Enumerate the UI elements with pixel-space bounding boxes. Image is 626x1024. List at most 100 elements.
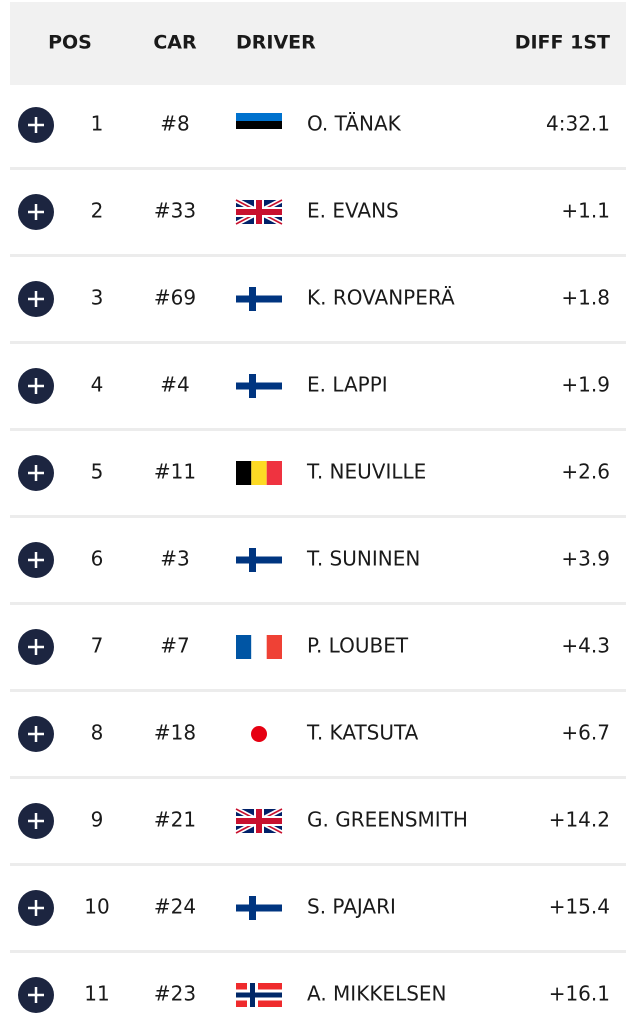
row-separator	[10, 515, 626, 518]
diff-first: +1.9	[561, 373, 610, 397]
plus-sign	[28, 639, 44, 655]
expand-button[interactable]	[18, 368, 54, 404]
car-number: #24	[154, 895, 196, 919]
plus-sign	[28, 726, 44, 742]
car-number: #33	[154, 199, 196, 223]
expand-button[interactable]	[18, 803, 54, 839]
flag-part	[236, 904, 282, 912]
car-number: #18	[154, 721, 196, 745]
row-separator	[10, 950, 626, 953]
driver-name: E. LAPPI	[307, 373, 388, 397]
flag-part	[236, 461, 252, 485]
plus-sign	[28, 291, 44, 307]
position: 2	[91, 199, 104, 223]
expand-button[interactable]	[18, 629, 54, 665]
car-number: #11	[154, 460, 196, 484]
driver-name: E. EVANS	[307, 199, 399, 223]
plus-sign	[28, 465, 44, 481]
diff-first: +3.9	[561, 547, 610, 571]
car-number: #21	[154, 808, 196, 832]
position: 5	[91, 460, 104, 484]
diff-first: +1.1	[561, 199, 610, 223]
driver-name: P. LOUBET	[307, 634, 409, 658]
driver-name: G. GREENSMITH	[307, 808, 468, 832]
header-car: CAR	[153, 32, 197, 54]
flag-part	[236, 818, 282, 824]
flag	[236, 983, 282, 1007]
diff-first: +2.6	[561, 460, 610, 484]
row-separator	[10, 254, 626, 257]
diff-first: +4.3	[561, 634, 610, 658]
diff-first: +16.1	[549, 982, 610, 1006]
header-diff: DIFF 1ST	[515, 32, 610, 54]
car-number: #23	[154, 982, 196, 1006]
expand-button[interactable]	[18, 455, 54, 491]
position: 7	[91, 634, 104, 658]
position: 1	[91, 112, 104, 136]
flag-part	[236, 209, 282, 215]
flag-part	[236, 556, 282, 564]
flag	[234, 197, 284, 227]
row-separator	[10, 167, 626, 170]
header-band	[10, 2, 626, 85]
plus-sign	[28, 552, 44, 568]
expand-button[interactable]	[18, 107, 54, 143]
row-separator	[10, 689, 626, 692]
row-separator	[10, 602, 626, 605]
flag	[236, 113, 282, 137]
flag	[236, 722, 282, 746]
flag-part	[251, 461, 267, 485]
flag-part	[236, 635, 252, 659]
flag-part	[236, 295, 282, 303]
expand-button[interactable]	[18, 542, 54, 578]
flag	[234, 806, 284, 836]
flag	[236, 461, 282, 485]
flag-part	[251, 635, 267, 659]
header-pos: POS	[48, 32, 92, 54]
flag-part	[236, 129, 282, 137]
position: 6	[91, 547, 104, 571]
position: 3	[91, 286, 104, 310]
driver-name: A. MIKKELSEN	[307, 982, 447, 1006]
diff-first: +6.7	[561, 721, 610, 745]
position: 9	[91, 808, 104, 832]
plus-sign	[28, 117, 44, 133]
diff-first: +14.2	[549, 808, 610, 832]
expand-button[interactable]	[18, 890, 54, 926]
position: 11	[84, 982, 109, 1006]
row-separator	[10, 863, 626, 866]
plus-sign	[28, 204, 44, 220]
driver-name: T. NEUVILLE	[306, 460, 426, 484]
position: 10	[84, 895, 109, 919]
expand-button[interactable]	[18, 281, 54, 317]
expand-button[interactable]	[18, 194, 54, 230]
car-number: #4	[160, 373, 189, 397]
driver-name: K. ROVANPERÄ	[307, 286, 455, 310]
car-number: #8	[160, 112, 189, 136]
expand-button[interactable]	[18, 716, 54, 752]
row-separator	[10, 428, 626, 431]
position: 8	[91, 721, 104, 745]
diff-first: +1.8	[561, 286, 610, 310]
car-number: #69	[154, 286, 196, 310]
driver-name: T. SUNINEN	[306, 547, 420, 571]
flag	[236, 374, 282, 398]
driver-name: S. PAJARI	[307, 895, 396, 919]
plus-sign	[28, 900, 44, 916]
car-number: #3	[160, 547, 189, 571]
plus-sign	[28, 378, 44, 394]
plus-sign	[28, 987, 44, 1003]
flag	[236, 896, 282, 920]
flag	[236, 287, 282, 311]
row-separator	[10, 341, 626, 344]
plus-sign	[28, 813, 44, 829]
flag-part	[266, 635, 282, 659]
expand-button[interactable]	[18, 977, 54, 1013]
diff-first: 4:32.1	[546, 112, 610, 136]
driver-name: O. TÄNAK	[307, 112, 402, 136]
flag-part	[266, 461, 282, 485]
flag-part	[236, 992, 282, 998]
flag-part	[236, 382, 282, 390]
row-separator	[10, 776, 626, 779]
